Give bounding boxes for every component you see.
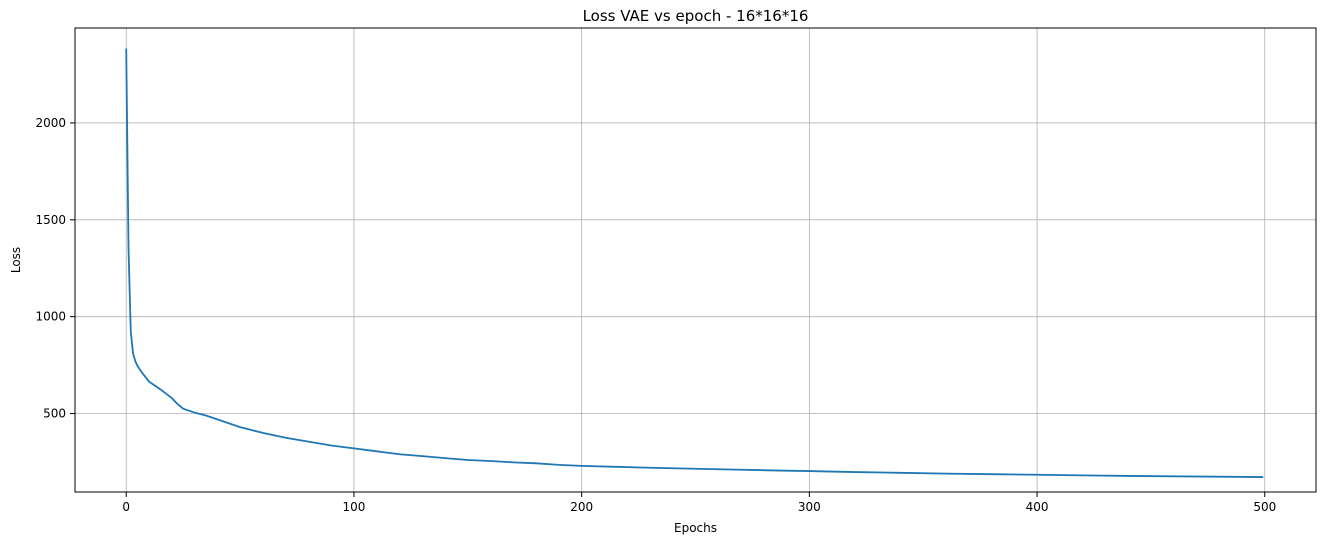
chart-title: Loss VAE vs epoch - 16*16*16 — [583, 7, 809, 25]
x-tick-label: 200 — [570, 500, 593, 514]
x-tick-label: 300 — [798, 500, 821, 514]
y-tick-label: 2000 — [35, 116, 66, 130]
x-tick-label: 400 — [1026, 500, 1049, 514]
x-tick-label: 500 — [1253, 500, 1276, 514]
y-axis-label: Loss — [9, 247, 23, 273]
y-tick-label: 500 — [43, 407, 66, 421]
plot-layer — [125, 48, 1264, 478]
loss-series-line — [125, 48, 1264, 478]
x-axis-label: Epochs — [674, 521, 717, 535]
y-tick-label: 1500 — [35, 213, 66, 227]
grid-layer — [75, 28, 1316, 492]
x-tick-label: 0 — [122, 500, 130, 514]
tick-layer: 0 100 200 300 400 500 500 1000 1500 2000 — [35, 116, 1276, 514]
plot-frame — [74, 27, 1317, 493]
y-tick-label: 1000 — [35, 310, 66, 324]
x-tick-label: 100 — [342, 500, 365, 514]
